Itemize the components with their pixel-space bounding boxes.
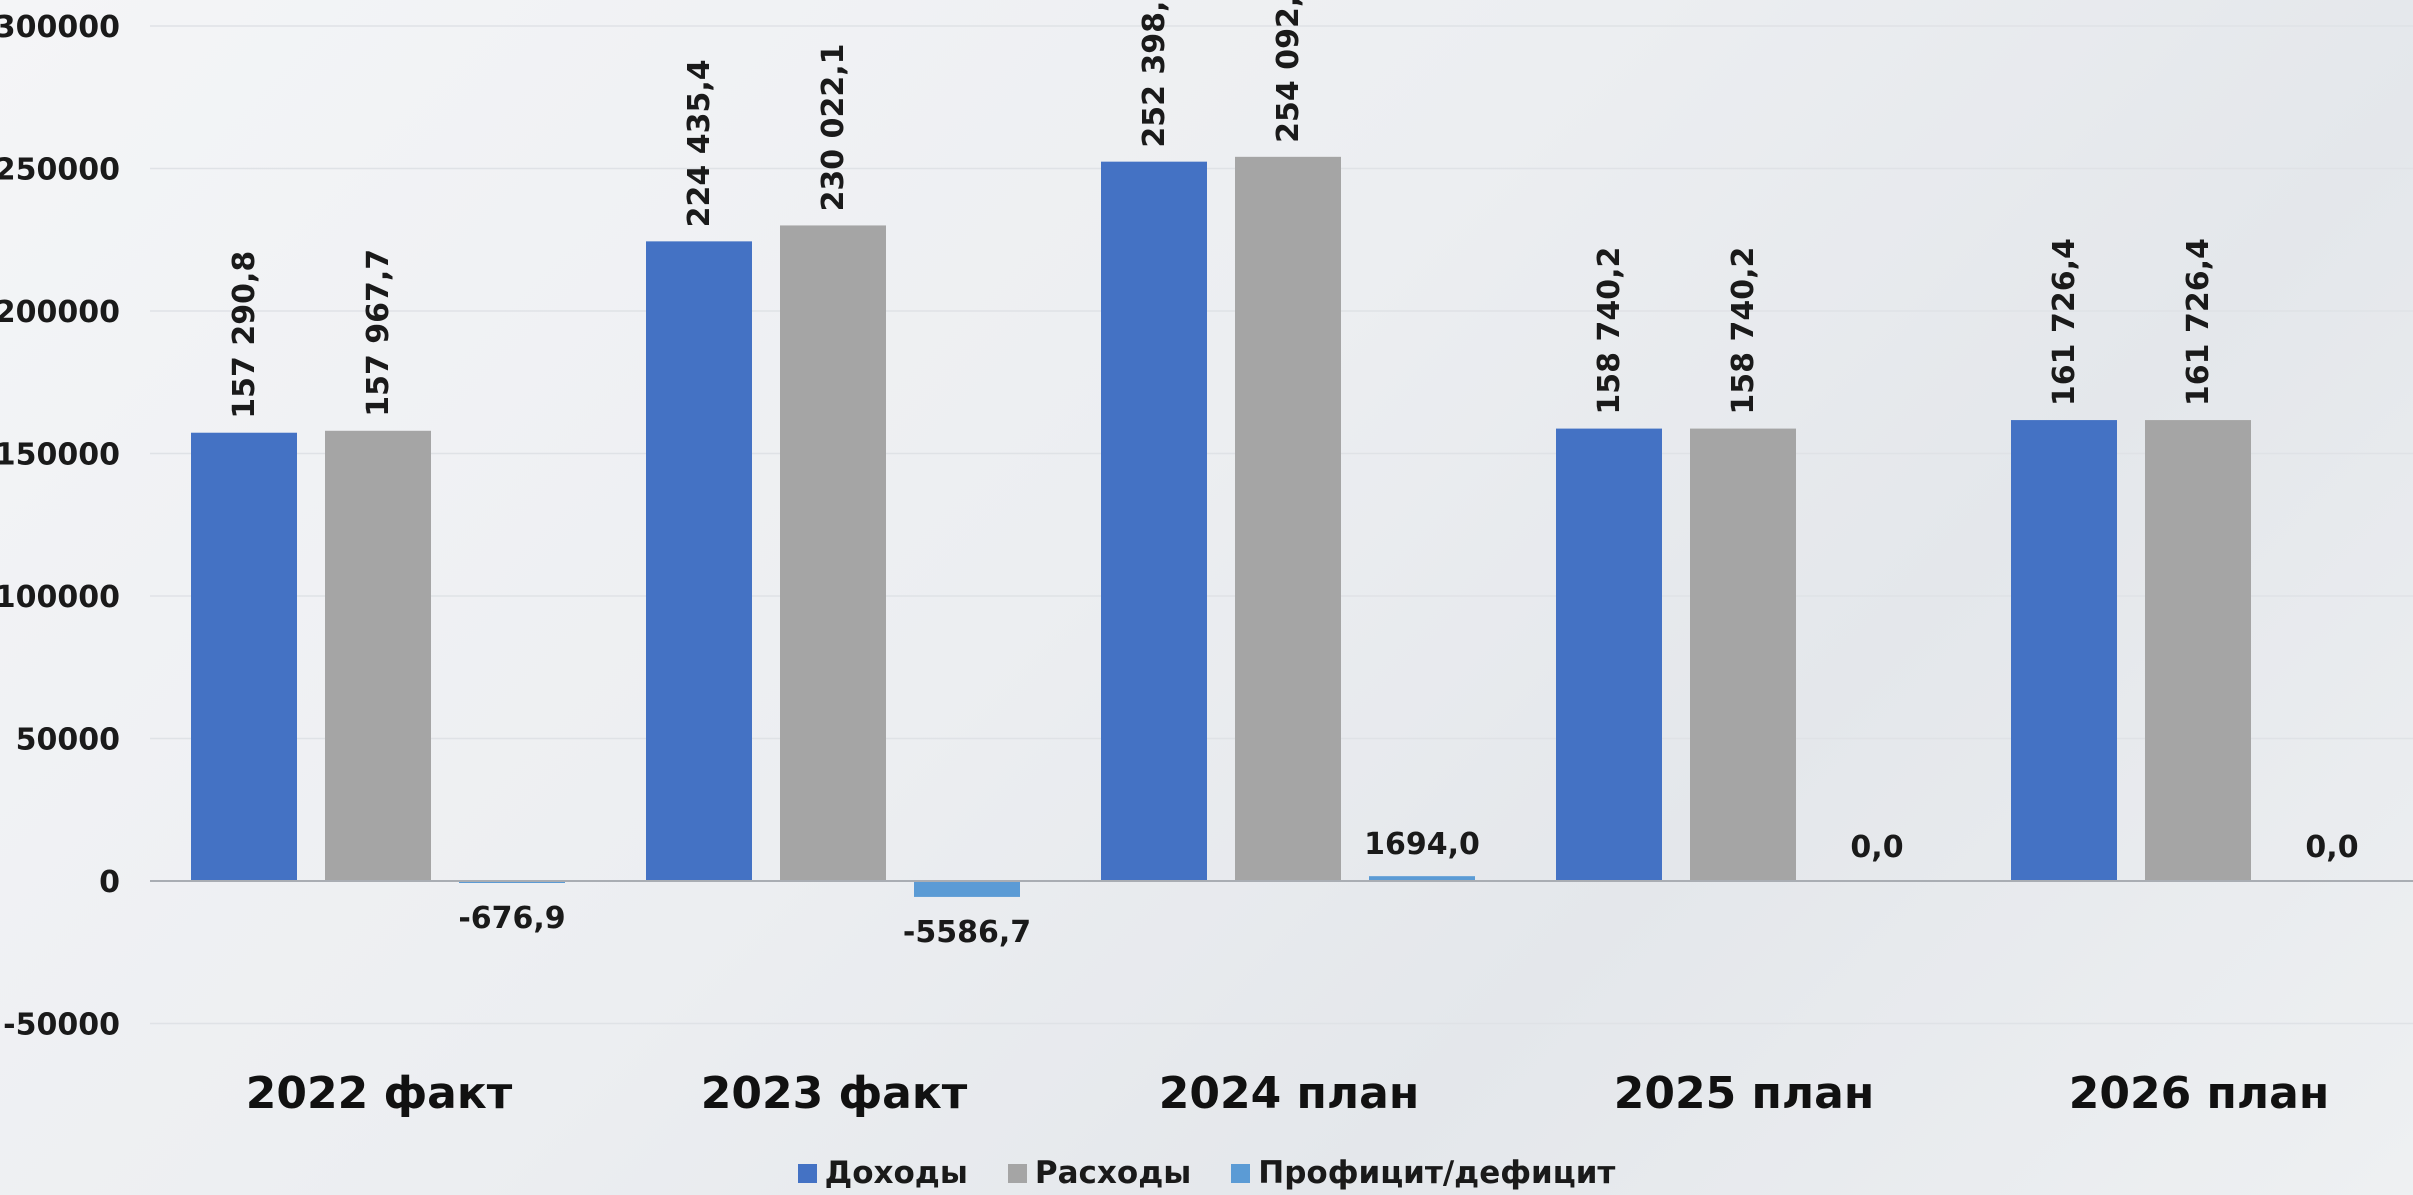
y-tick-label: 100000 bbox=[0, 580, 120, 615]
bar bbox=[325, 430, 431, 881]
y-tick-label: 150000 bbox=[0, 438, 120, 473]
x-tick-label: 2026 план bbox=[2069, 1068, 2330, 1119]
y-tick-label: 300000 bbox=[0, 10, 120, 45]
bar bbox=[2145, 420, 2251, 881]
x-tick-label: 2022 факт bbox=[246, 1068, 513, 1119]
legend-swatch-balance bbox=[1231, 1163, 1251, 1183]
bar bbox=[1101, 161, 1207, 881]
y-tick-label: 0 bbox=[99, 865, 120, 900]
data-label: 0,0 bbox=[2305, 830, 2358, 865]
data-label: 157 967,7 bbox=[361, 249, 396, 417]
bar bbox=[191, 432, 297, 881]
data-label: -5586,7 bbox=[903, 915, 1031, 950]
data-label: 157 290,8 bbox=[227, 251, 262, 419]
bars bbox=[191, 156, 2251, 897]
bar bbox=[1556, 428, 1662, 881]
bar bbox=[914, 881, 1020, 897]
data-labels: 157 290,8 224 435,4 252 398,5 158 740,2 161 … bbox=[227, 0, 2359, 950]
data-label: 0,0 bbox=[1850, 830, 1903, 865]
data-label: 224 435,4 bbox=[682, 59, 717, 227]
data-label: 161 726,4 bbox=[2181, 238, 2216, 406]
x-axis-ticks: 2022 факт 2023 факт 2024 план 2025 план 2026… bbox=[246, 1068, 2330, 1119]
legend-label-revenue: Доходы bbox=[824, 1155, 968, 1191]
legend-swatch-revenue bbox=[797, 1163, 817, 1183]
bar bbox=[646, 241, 752, 881]
x-tick-label: 2025 план bbox=[1614, 1068, 1875, 1119]
data-label: 254 092,5 bbox=[1271, 0, 1306, 143]
data-label: 158 740,2 bbox=[1592, 247, 1627, 415]
bar bbox=[780, 225, 886, 881]
legend-item-expenses: Расходы bbox=[1007, 1155, 1192, 1191]
legend-item-revenue: Доходы bbox=[797, 1155, 968, 1191]
y-axis-ticks: -50000 0 50000 100000 150000 200000 250000 3000… bbox=[0, 10, 120, 1043]
data-label: 230 022,1 bbox=[816, 43, 851, 211]
legend-label-balance: Профицит/дефицит bbox=[1258, 1155, 1616, 1191]
data-label: -676,9 bbox=[458, 901, 565, 936]
bar bbox=[1690, 428, 1796, 881]
x-tick-label: 2024 план bbox=[1159, 1068, 1420, 1119]
legend-swatch-expenses bbox=[1007, 1163, 1027, 1183]
y-tick-label: 250000 bbox=[0, 153, 120, 188]
y-tick-label: 200000 bbox=[0, 295, 120, 330]
data-label: 1694,0 bbox=[1364, 827, 1480, 862]
bar bbox=[1369, 876, 1475, 881]
y-tick-label: -50000 bbox=[3, 1008, 120, 1043]
data-label: 158 740,2 bbox=[1726, 247, 1761, 415]
legend-label-expenses: Расходы bbox=[1034, 1155, 1192, 1191]
data-label: 252 398,5 bbox=[1137, 0, 1172, 148]
legend: Доходы Расходы Профицит/дефицит bbox=[0, 1155, 2413, 1191]
bar bbox=[2011, 420, 2117, 881]
y-tick-label: 50000 bbox=[16, 723, 120, 758]
legend-item-balance: Профицит/дефицит bbox=[1231, 1155, 1615, 1191]
x-tick-label: 2023 факт bbox=[701, 1068, 968, 1119]
bar bbox=[1235, 156, 1341, 882]
data-label: 161 726,4 bbox=[2047, 238, 2082, 406]
